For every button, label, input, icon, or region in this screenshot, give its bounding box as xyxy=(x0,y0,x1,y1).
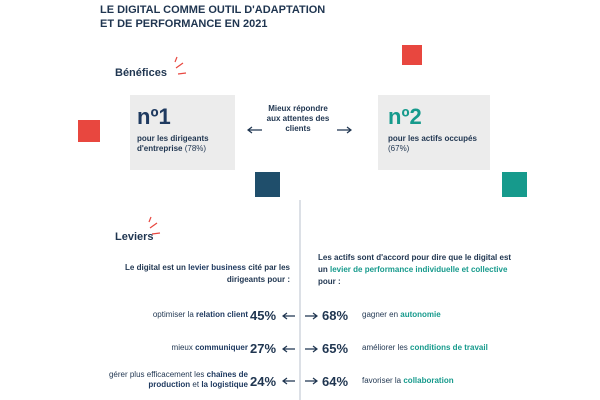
text: Le digital est un xyxy=(125,263,189,272)
text: favoriser la xyxy=(362,376,404,385)
title-line: ET DE PERFORMANCE EN 2021 xyxy=(100,18,268,30)
highlight: conditions de travail xyxy=(410,343,488,352)
square xyxy=(502,172,527,197)
rank: nº2 xyxy=(388,104,422,129)
highlight: autonomie xyxy=(400,310,441,319)
text: gagner en xyxy=(362,310,401,319)
center-text: Mieux répondre aux attentes des clients xyxy=(266,104,330,133)
rank: nº1 xyxy=(137,104,171,129)
text: pour : xyxy=(318,277,341,286)
card-bg xyxy=(130,95,235,170)
right-heading: Les actifs sont d'accord pour dire que l… xyxy=(318,252,518,288)
highlight: levier de performance individuelle et co… xyxy=(330,265,508,274)
square xyxy=(78,120,100,142)
highlight: la logistique xyxy=(201,380,248,389)
square xyxy=(255,172,280,197)
text: cité par les dirigeants pour : xyxy=(226,263,290,284)
text: améliorer les xyxy=(362,343,411,352)
card-share: (78%) xyxy=(184,144,207,153)
percent: 27% xyxy=(250,341,277,356)
sparkle xyxy=(148,56,187,235)
text: et xyxy=(190,380,202,389)
row-text: gérer plus efficacement les chaînes de p… xyxy=(100,370,248,390)
section-label: Leviers xyxy=(115,231,154,243)
card-text: pour les dirigeants d'entreprise (78%) xyxy=(137,134,232,154)
highlight: relation client xyxy=(195,310,248,319)
text: Les actifs sont d'accord pour dire que l… xyxy=(318,253,512,274)
row-text: améliorer les conditions de travail xyxy=(362,343,492,353)
card-bg xyxy=(378,95,490,170)
percent: 68% xyxy=(322,308,349,323)
card-desc: pour les actifs occupés xyxy=(388,134,477,143)
card-desc: pour les dirigeants d'entreprise xyxy=(137,134,209,153)
row-text: mieux communiquer xyxy=(100,343,248,353)
text: optimiser la xyxy=(152,310,196,319)
text: mieux xyxy=(171,343,196,352)
text: gérer plus efficacement les xyxy=(108,370,207,379)
highlight: chaînes de production xyxy=(148,370,248,389)
left-heading: Le digital est un levier business cité p… xyxy=(118,262,290,286)
percent: 65% xyxy=(322,341,349,356)
title-line: LE DIGITAL COMME OUTIL D'ADAPTATION xyxy=(100,4,326,16)
percent: 45% xyxy=(250,308,277,323)
square xyxy=(402,45,422,65)
title: LE DIGITAL COMME OUTIL D'ADAPTATION ET DE… xyxy=(100,3,325,31)
card-share: (67%) xyxy=(388,144,410,153)
highlight: communiquer xyxy=(195,343,248,352)
percent: 24% xyxy=(250,374,277,389)
card-text: pour les actifs occupés (67%) xyxy=(388,134,483,154)
highlight: levier business xyxy=(188,263,246,272)
row-text: favoriser la collaboration xyxy=(362,376,492,386)
section-label: Bénéfices xyxy=(115,67,167,79)
highlight: collaboration xyxy=(403,376,454,385)
percent: 64% xyxy=(322,374,349,389)
row-text: optimiser la relation client xyxy=(100,310,248,320)
arrows xyxy=(247,126,352,385)
row-text: gagner en autonomie xyxy=(362,310,492,320)
